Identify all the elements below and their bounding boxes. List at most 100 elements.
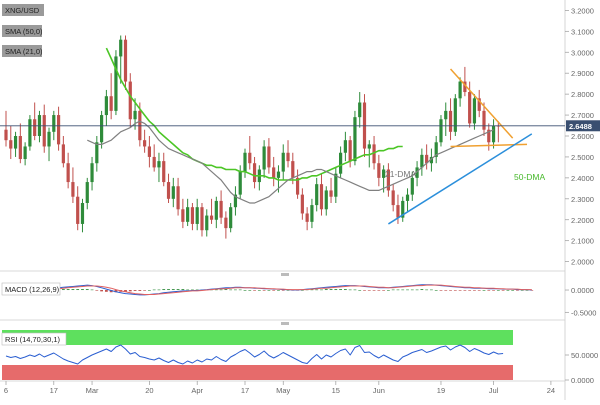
candle-body — [90, 163, 94, 183]
candle-body — [434, 142, 438, 157]
macd-histogram-bar — [406, 289, 409, 291]
candle-body — [405, 194, 410, 201]
candle — [319, 173, 324, 216]
x-tick-label: 19 — [437, 386, 445, 395]
y-tick-label: 3.0000 — [571, 48, 594, 57]
candle — [472, 94, 477, 130]
macd-histogram-bar — [434, 290, 438, 291]
candle — [444, 102, 448, 136]
macd-y-tick-label: 0.0000 — [571, 286, 594, 295]
candle — [176, 177, 180, 216]
macd-histogram-bar — [95, 290, 99, 291]
candle-body — [262, 146, 266, 170]
candle — [453, 94, 457, 136]
candle — [195, 198, 199, 231]
candle-body — [329, 190, 333, 197]
macd-histogram-bar — [162, 289, 166, 291]
y-tick-label: 2.4000 — [571, 174, 594, 183]
macd-histogram-bar — [367, 290, 371, 291]
macd-histogram-bar — [487, 290, 491, 291]
macd-histogram-bar — [171, 289, 175, 291]
candle-body — [458, 81, 462, 99]
candle-body — [482, 110, 486, 130]
candle-body — [324, 190, 328, 210]
annotation-21dma: 21-DMA — [385, 169, 417, 179]
candle-body — [52, 115, 56, 132]
macd-y-axis: -0.5000 0.0000 — [565, 286, 596, 317]
candle — [219, 190, 223, 224]
pane-resize-handle-rsi[interactable] — [281, 322, 289, 325]
pane-resize-handle-macd[interactable] — [281, 273, 289, 276]
macd-histogram-bar — [410, 289, 414, 291]
candle — [358, 92, 362, 128]
candle-body — [162, 161, 166, 183]
last-price-label: 2.6488 — [569, 122, 592, 131]
rsi-y-tick-label: 0.0000 — [571, 376, 594, 385]
candle — [429, 148, 434, 172]
candle — [66, 152, 70, 189]
candle — [61, 136, 65, 168]
candle — [386, 163, 390, 197]
macd-histogram-bar — [85, 289, 89, 291]
candle-body — [190, 207, 195, 224]
candle-body — [386, 169, 390, 191]
macd-histogram-bar — [506, 290, 510, 291]
macd-histogram-bar — [363, 290, 366, 291]
candle-body — [9, 140, 13, 149]
candle-body — [33, 119, 37, 136]
candle-body — [477, 98, 481, 111]
y-tick-label: 2.1000 — [571, 237, 594, 246]
candle — [147, 136, 151, 168]
macd-histogram-bar — [430, 289, 433, 291]
x-tick-label: 20 — [145, 386, 153, 395]
macd-histogram-bar — [234, 289, 237, 291]
candle-body — [248, 152, 252, 164]
macd-histogram-bar — [267, 290, 271, 291]
candle-body — [200, 207, 204, 231]
candle-body — [71, 182, 75, 197]
candle-body — [104, 96, 108, 116]
candle — [377, 154, 381, 187]
macd-histogram-bar — [262, 290, 266, 291]
candle-body — [18, 136, 22, 160]
candle — [329, 177, 333, 203]
x-tick-label: 17 — [50, 386, 58, 395]
x-tick-label: Mar — [86, 386, 99, 395]
candle — [281, 144, 285, 180]
candle — [243, 148, 247, 178]
macd-histogram-bar — [453, 290, 457, 291]
candle-body — [305, 213, 309, 222]
x-tick-label: 17 — [241, 386, 249, 395]
candle-body — [76, 196, 80, 224]
candle — [152, 144, 156, 172]
candle-body — [56, 115, 61, 145]
candle — [157, 152, 161, 183]
candle — [391, 184, 395, 212]
candle-body — [205, 215, 209, 231]
x-tick-label: May — [276, 386, 290, 395]
candle — [348, 136, 352, 168]
macd-histogram-bar — [138, 290, 142, 291]
macd-histogram-bar — [109, 290, 113, 293]
candle — [482, 102, 486, 136]
candle-body — [85, 182, 89, 203]
candle — [310, 198, 314, 229]
candle-body — [181, 209, 185, 222]
candle-body — [61, 144, 65, 164]
candle — [4, 110, 8, 147]
rsi-y-tick-label: 50.0000 — [571, 351, 598, 360]
candle-body — [143, 140, 147, 147]
macd-histogram-bar — [238, 289, 242, 291]
candle — [114, 50, 118, 116]
macd-histogram-bar — [511, 290, 515, 291]
candle-body — [315, 184, 319, 206]
candle-body — [176, 186, 180, 210]
candle-body — [13, 136, 18, 149]
macd-legend-label: MACD (12,26,9) — [5, 285, 60, 294]
candle — [233, 186, 238, 216]
candle — [104, 89, 108, 126]
rising-support-trendline — [388, 133, 533, 225]
y-tick-label: 2.9000 — [571, 69, 594, 78]
macd-histogram-bar — [66, 289, 70, 291]
